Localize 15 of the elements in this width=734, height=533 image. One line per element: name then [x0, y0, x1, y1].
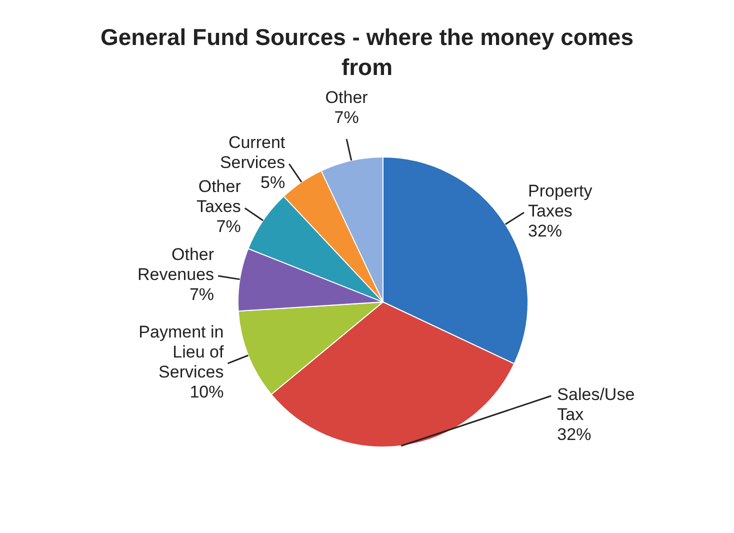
data-label: 7% — [334, 108, 359, 128]
data-label: 32% — [528, 222, 562, 241]
data-label: 10% — [190, 382, 224, 402]
data-label: 7% — [189, 285, 214, 304]
slice-label: Payment in Lieu of Services — [138, 322, 224, 382]
data-label: 32% — [557, 425, 592, 444]
slice-label: Sales/Use Tax — [557, 385, 635, 424]
slice-label: Other Revenues — [137, 245, 214, 284]
data-label: 7% — [216, 218, 241, 237]
slice-label: Other — [325, 88, 368, 108]
slice-label: Current Services — [220, 133, 286, 172]
slice-label: Other Taxes — [196, 178, 242, 217]
data-label: 5% — [260, 173, 286, 192]
chart-title: General Fund Sources - where the money comes from — [100, 23, 634, 82]
slice-label: Property Taxes — [528, 182, 593, 221]
